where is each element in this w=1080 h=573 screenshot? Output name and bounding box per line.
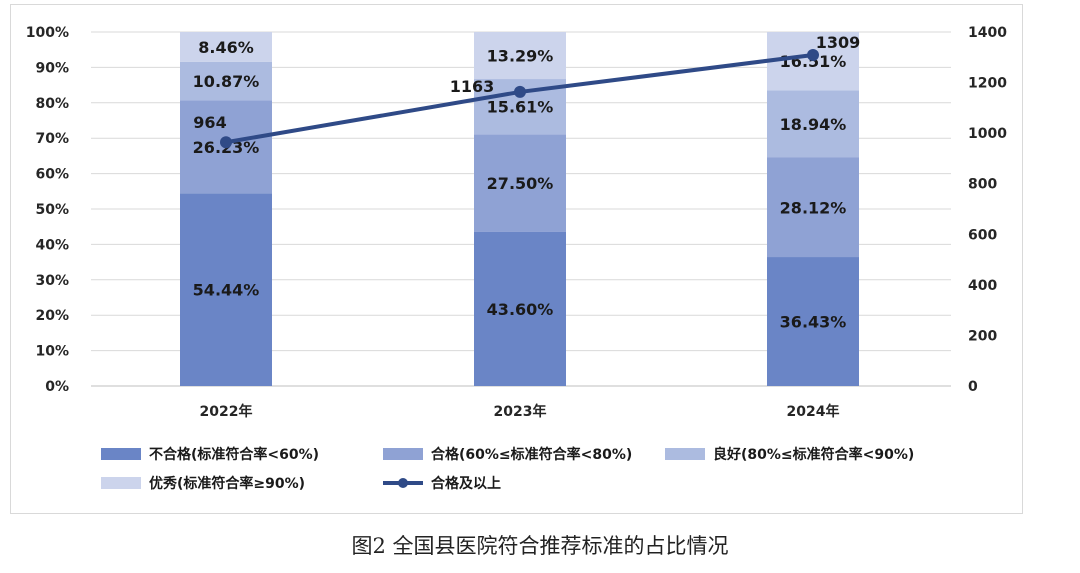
bar-segment-label: 27.50% <box>487 174 554 193</box>
bar-segment <box>767 257 859 386</box>
bar-segment-label: 36.43% <box>780 313 847 332</box>
left-axis-tick-label: 0% <box>45 379 69 395</box>
bar-segment-label: 54.44% <box>193 281 260 300</box>
left-axis-tick-label: 90% <box>35 60 69 76</box>
left-axis-tick-label: 40% <box>35 237 69 253</box>
left-axis-tick-label: 60% <box>35 167 69 183</box>
legend-swatch <box>665 448 705 460</box>
left-axis-tick-label: 70% <box>35 131 69 147</box>
left-axis-tick-label: 50% <box>35 202 69 218</box>
line-point-label: 1309 <box>816 33 861 52</box>
left-axis-tick-label: 80% <box>35 96 69 112</box>
right-axis-tick-label: 800 <box>968 177 997 193</box>
legend-label: 良好(80%≤标准符合率<90%) <box>713 446 914 463</box>
bar-segment <box>474 32 566 80</box>
right-axis-tick-label: 0 <box>968 379 978 395</box>
legend-label: 优秀(标准符合率≥90%) <box>149 475 305 492</box>
left-axis-tick-label: 10% <box>35 344 69 360</box>
bar-segment <box>180 61 272 101</box>
bar-segment-label: 13.29% <box>487 47 554 66</box>
bars <box>180 32 859 386</box>
x-axis-tick-label: 2024年 <box>787 403 840 420</box>
legend-swatch <box>383 448 423 460</box>
x-axis-tick-label: 2023年 <box>494 403 547 420</box>
legend-line-marker <box>398 478 408 488</box>
line-point <box>514 85 526 98</box>
bar-segment <box>767 90 859 158</box>
x-axis-ticks: 2022年 2023年 2024年 <box>200 403 840 420</box>
legend: 不合格(标准符合率<60%) 合格(60%≤标准符合率<80%) 良好(80%≤标准… <box>101 446 914 492</box>
bar-segment <box>180 193 272 386</box>
line-point <box>220 136 232 149</box>
right-axis-tick-label: 1400 <box>968 25 1007 41</box>
chart: 54.44%26.23%10.87%8.46%43.60%27.50%15.61… <box>26 25 1007 492</box>
right-axis-tick-label: 600 <box>968 227 997 243</box>
right-axis-tick-label: 400 <box>968 278 997 294</box>
line-series: 964 1163 1309 <box>193 33 861 149</box>
chart-frame: 54.44%26.23%10.87%8.46%43.60%27.50%15.61… <box>10 4 1023 514</box>
left-axis-tick-label: 30% <box>35 273 69 289</box>
right-axis-tick-label: 1200 <box>968 76 1007 92</box>
right-axis-ticks: 0 200 400 600 800 1000 1200 1400 <box>968 25 1007 395</box>
bar-segment-label: 10.87% <box>193 72 260 91</box>
right-axis-tick-label: 200 <box>968 328 997 344</box>
bar-segment <box>474 134 566 232</box>
bar-segment-label: 8.46% <box>198 38 254 57</box>
bar-segment <box>474 231 566 386</box>
bar-segment-label: 43.60% <box>487 300 554 319</box>
figure-caption: 图2 全国县医院符合推荐标准的占比情况 <box>351 534 729 558</box>
line-point-label: 1163 <box>450 77 495 96</box>
legend-label: 合格(60%≤标准符合率<80%) <box>431 446 632 463</box>
legend-label: 不合格(标准符合率<60%) <box>149 446 319 463</box>
line-point <box>807 49 819 62</box>
bar-labels: 54.44%26.23%10.87%8.46%43.60%27.50%15.61… <box>193 38 847 332</box>
legend-label: 合格及以上 <box>431 475 501 492</box>
legend-swatch <box>101 477 141 489</box>
right-axis-tick-label: 1000 <box>968 126 1007 142</box>
line-point-label: 964 <box>193 113 226 132</box>
left-axis-tick-label: 20% <box>35 308 69 324</box>
bar-segment-label: 18.94% <box>780 115 847 134</box>
bar-segment-label: 28.12% <box>780 198 847 217</box>
bar-segment <box>767 157 859 258</box>
left-axis-tick-label: 100% <box>26 25 69 41</box>
left-axis-ticks: 0% 10% 20% 30% 40% 50% 60% 70% 80% 90% 100% <box>26 25 69 395</box>
bar-segment <box>180 32 272 62</box>
x-axis-tick-label: 2022年 <box>200 403 253 420</box>
bar-segment-label: 15.61% <box>487 98 554 117</box>
legend-swatch <box>101 448 141 460</box>
bar-segment <box>767 32 859 91</box>
